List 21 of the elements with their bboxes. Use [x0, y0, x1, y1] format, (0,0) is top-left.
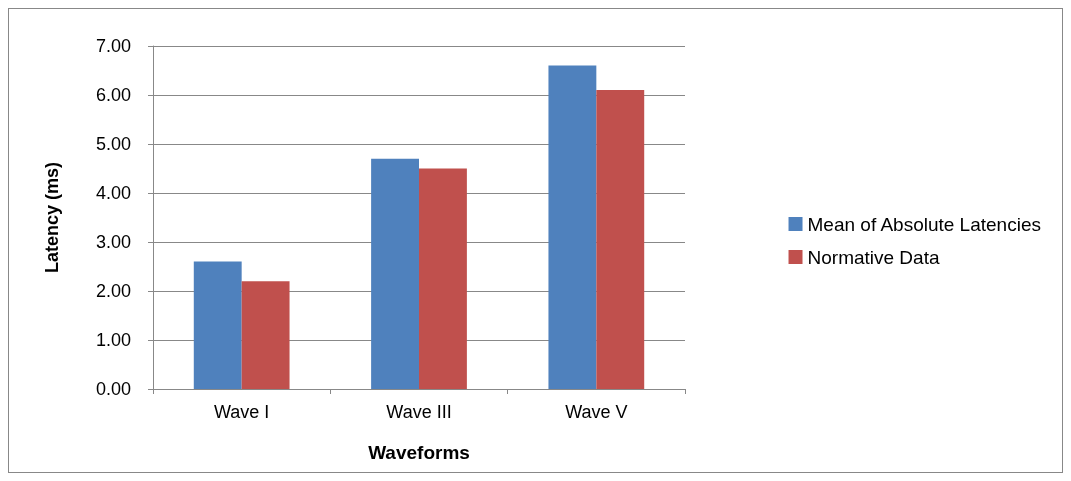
y-tick-label: 6.00	[95, 85, 131, 105]
bar	[548, 65, 597, 389]
y-tick-label: 7.00	[95, 36, 131, 56]
x-tick-label: Wave III	[386, 402, 452, 422]
legend-label: Normative Data	[807, 246, 940, 268]
bar	[596, 90, 645, 389]
y-tick-label: 0.00	[95, 379, 131, 399]
legend-label: Mean of Absolute Latencies	[807, 213, 1041, 235]
y-tick-label: 2.00	[95, 281, 131, 301]
y-axis-title: Latency (ms)	[42, 161, 62, 274]
y-tick-label: 5.00	[95, 134, 131, 154]
bar	[419, 168, 467, 389]
bar	[193, 261, 242, 389]
y-tick-label: 3.00	[95, 232, 131, 252]
bar	[241, 281, 290, 389]
bar	[371, 158, 419, 389]
y-tick-label: 4.00	[95, 183, 131, 203]
y-tick-label: 1.00	[95, 330, 131, 350]
x-tick-label: Wave I	[213, 402, 270, 422]
x-axis-title: Waveforms	[368, 442, 470, 463]
x-tick-label: Wave V	[565, 402, 628, 422]
